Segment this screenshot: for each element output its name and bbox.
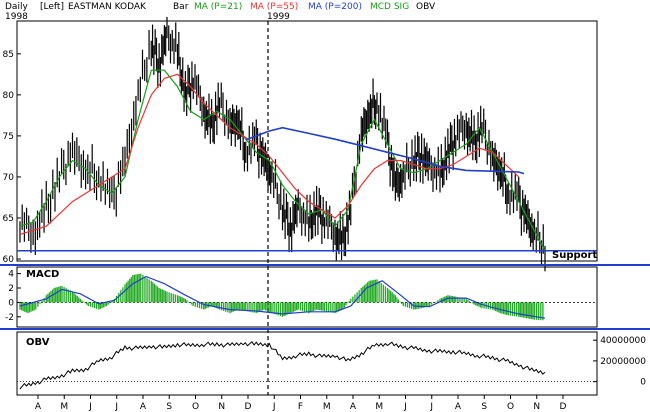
obv-tick-label: 40000000	[600, 336, 646, 346]
x-tick-label: M	[375, 402, 383, 412]
price-tick-label: 80	[3, 91, 15, 101]
price-tick-label: 75	[3, 132, 14, 142]
x-tick-label: J	[272, 402, 276, 412]
obv-tick-label: 0	[640, 378, 646, 388]
x-tick-label: A	[140, 402, 147, 412]
obv-line	[19, 341, 546, 390]
x-tick-label: O	[192, 402, 199, 412]
x-tick-label: M	[323, 402, 331, 412]
macd-tick-label: 0	[8, 298, 14, 308]
x-tick-label: J	[114, 402, 118, 412]
scale-label: [Left]	[40, 2, 64, 12]
ma21-line	[19, 69, 546, 252]
x-tick-label: D	[245, 402, 252, 412]
macd-signal-path	[19, 275, 546, 319]
ma200-line	[245, 126, 525, 175]
macd-title: MACD	[26, 269, 59, 280]
period-label: Daily	[5, 2, 28, 12]
price-tick-label: 60	[3, 255, 15, 265]
ma21-legend: MA (P=21)	[194, 2, 242, 12]
x-tick-label: J	[88, 402, 92, 412]
obv-tick-label: 20000000	[600, 357, 646, 367]
symbol-label: EASTMAN KODAK	[68, 2, 147, 12]
x-tick-label: D	[560, 402, 567, 412]
x-tick-label: N	[533, 402, 540, 412]
x-tick-label: S	[481, 402, 487, 412]
year-start-label: 1998	[5, 12, 28, 22]
support-label: Support	[552, 250, 597, 261]
bar-label: Bar	[173, 2, 189, 12]
mcd-sig-legend: MCD SIG	[370, 2, 409, 12]
moving-averages	[19, 69, 546, 252]
price-panel-frame	[16, 20, 598, 262]
macd-tick-label: -2	[5, 313, 14, 323]
macd-tick-label: 4	[8, 270, 14, 280]
x-tick-label: A	[350, 402, 357, 412]
macd-tick-label: 2	[8, 284, 14, 294]
x-tick-label: S	[166, 402, 172, 412]
x-tick-label: J	[403, 402, 407, 412]
x-tick-label: F	[298, 402, 303, 412]
macd-signal-line	[19, 275, 546, 319]
price-tick-label: 85	[3, 50, 14, 60]
ma200-legend: MA (P=200)	[308, 2, 362, 12]
year-mid-label: 1999	[267, 12, 290, 22]
x-tick-label: A	[35, 402, 42, 412]
macd-panel-frame	[16, 266, 598, 328]
ma55-legend: MA (P=55)	[250, 2, 298, 12]
price-tick-label: 70	[3, 173, 15, 183]
price-y-axis: 85 80 75 70 65 60	[3, 50, 21, 265]
x-tick-label: A	[455, 402, 462, 412]
x-tick-label: M	[60, 402, 68, 412]
obv-path	[19, 341, 546, 390]
price-tick-label: 65	[3, 214, 14, 224]
obv-y-axis: 40000000 20000000 0	[17, 336, 646, 388]
x-tick-label: J	[429, 402, 433, 412]
obv-legend: OBV	[416, 2, 436, 12]
obv-title: OBV	[26, 337, 50, 348]
ma55-line	[19, 73, 520, 235]
x-tick-label: O	[507, 402, 514, 412]
x-tick-label: N	[218, 402, 225, 412]
